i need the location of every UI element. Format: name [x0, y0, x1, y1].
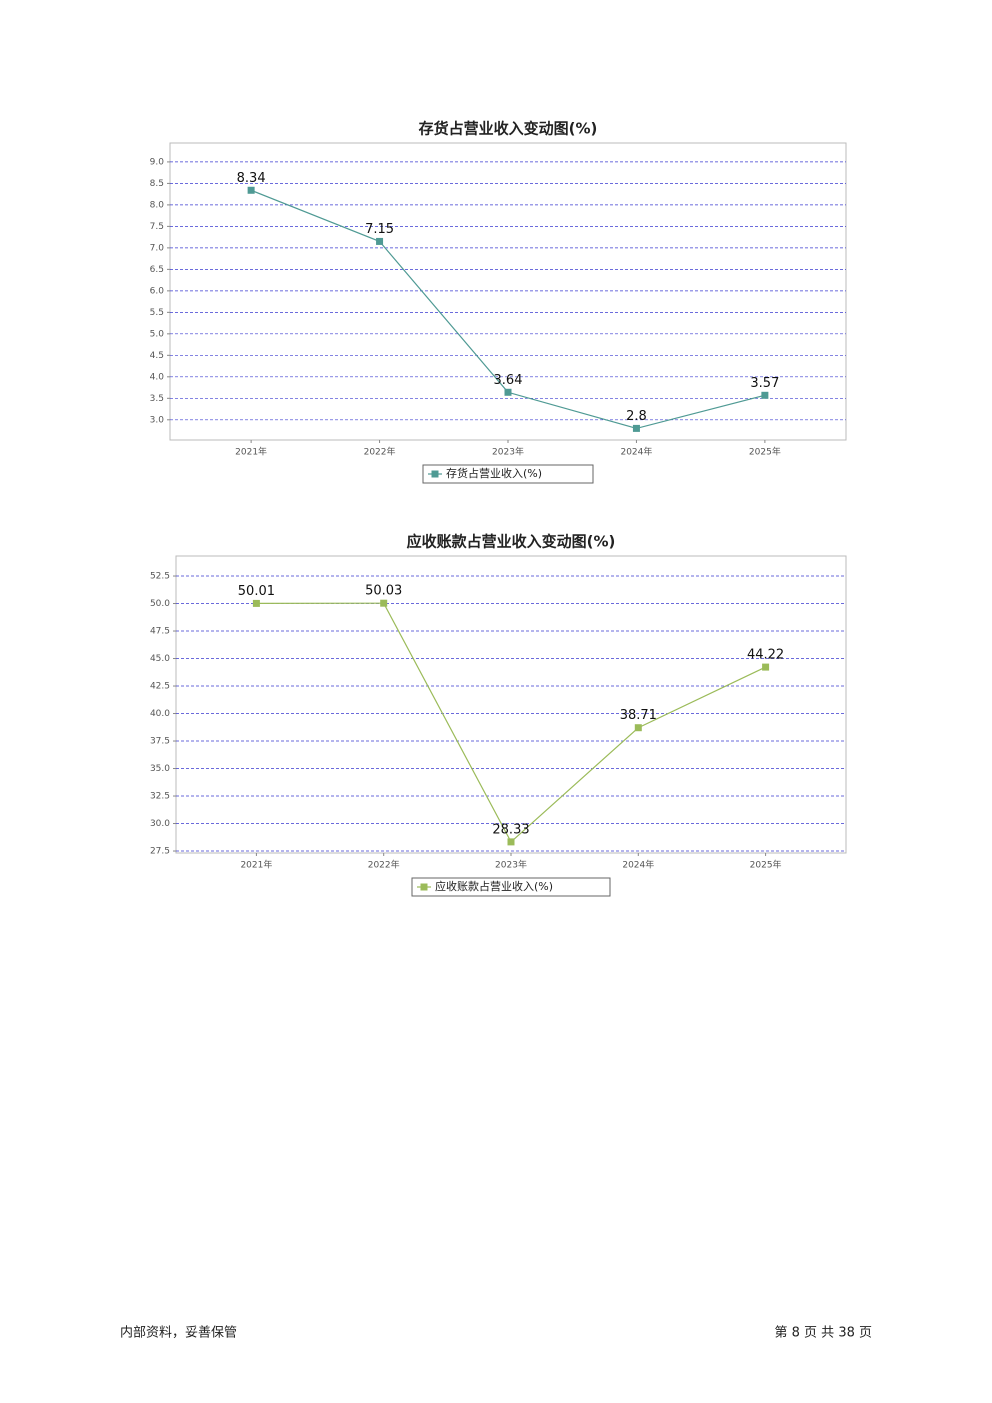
x-tick-label: 2025年	[749, 446, 781, 458]
legend-marker	[420, 883, 428, 891]
x-tick-label: 2022年	[368, 859, 400, 871]
data-point	[632, 424, 640, 432]
legend-box	[411, 877, 611, 897]
y-tick-label: 8.5	[150, 179, 164, 189]
data-label: 3.57	[750, 376, 779, 391]
data-label: 38.71	[620, 708, 657, 723]
x-tick-label: 2021年	[235, 446, 267, 458]
data-label: 44.22	[747, 648, 784, 663]
y-tick-label: 6.5	[150, 265, 164, 275]
plot-area	[175, 555, 847, 854]
footer-note: 内部资料，妥善保管	[120, 1325, 237, 1341]
data-point	[634, 724, 642, 732]
data-point	[507, 838, 515, 846]
data-point	[252, 599, 260, 607]
data-point	[247, 186, 255, 194]
y-tick-label: 27.5	[150, 847, 170, 857]
y-tick-label: 50.0	[150, 599, 170, 609]
x-tick-label: 2024年	[620, 446, 652, 458]
y-tick-label: 9.0	[150, 157, 165, 167]
x-tick-label: 2023年	[495, 859, 527, 871]
data-label: 28.33	[492, 822, 529, 837]
legend-label: 应收账款占营业收入(%)	[435, 879, 553, 893]
y-tick-label: 40.0	[150, 709, 170, 719]
y-tick-label: 30.0	[150, 819, 170, 829]
y-tick-label: 4.5	[150, 351, 164, 361]
y-tick-label: 8.0	[150, 200, 165, 210]
data-point	[376, 237, 384, 245]
page-number: 第 8 页 共 38 页	[775, 1326, 872, 1341]
y-tick-label: 52.5	[150, 572, 170, 582]
data-label: 7.15	[365, 222, 394, 237]
x-tick-label: 2023年	[492, 446, 524, 458]
y-tick-label: 7.5	[150, 222, 164, 232]
data-point	[380, 599, 388, 607]
data-point	[762, 663, 770, 671]
y-tick-label: 3.5	[150, 394, 164, 404]
x-tick-label: 2025年	[750, 859, 782, 871]
data-point	[761, 391, 769, 399]
y-tick-label: 42.5	[150, 682, 170, 692]
x-tick-label: 2021年	[240, 859, 272, 871]
legend-label: 存货占营业收入(%)	[446, 466, 542, 480]
x-tick-label: 2022年	[364, 446, 396, 458]
data-label: 50.03	[365, 584, 402, 599]
y-tick-label: 5.0	[150, 329, 165, 339]
chart-title: 存货占营业收入变动图(%)	[419, 120, 598, 138]
y-tick-label: 45.0	[150, 654, 170, 664]
y-tick-label: 7.0	[150, 243, 165, 253]
y-tick-label: 5.5	[150, 308, 164, 318]
data-label: 8.34	[237, 171, 266, 186]
legend-marker	[431, 470, 439, 478]
y-tick-label: 4.0	[150, 372, 165, 382]
y-tick-label: 6.0	[150, 286, 165, 296]
data-label: 50.01	[238, 584, 275, 599]
chart-title: 应收账款占营业收入变动图(%)	[407, 533, 616, 551]
x-tick-label: 2024年	[622, 859, 654, 871]
y-tick-label: 37.5	[150, 737, 170, 747]
y-tick-label: 3.0	[150, 415, 165, 425]
data-label: 3.64	[494, 373, 523, 388]
data-label: 2.8	[626, 409, 647, 424]
data-point	[504, 388, 512, 396]
legend-box	[422, 464, 594, 484]
y-tick-label: 35.0	[150, 764, 170, 774]
y-tick-label: 32.5	[150, 792, 170, 802]
y-tick-label: 47.5	[150, 627, 170, 637]
